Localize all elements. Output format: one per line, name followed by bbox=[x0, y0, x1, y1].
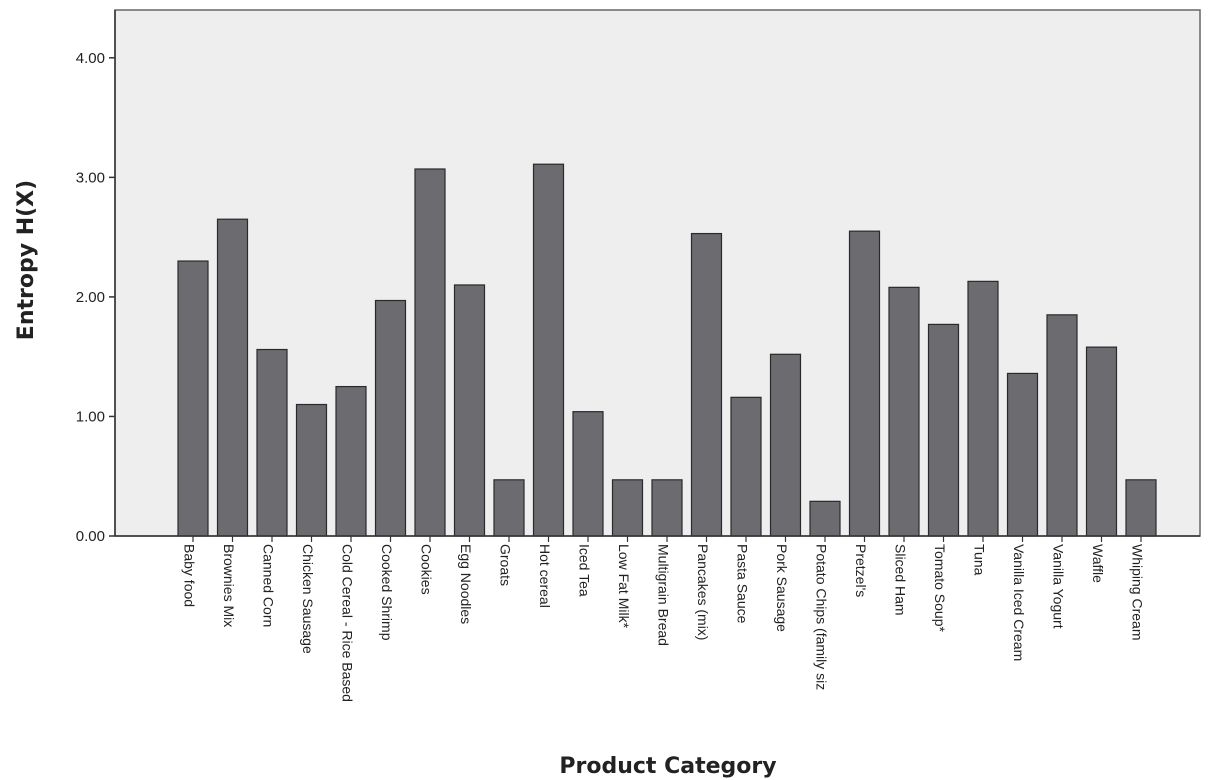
bar bbox=[967, 280, 999, 537]
bar bbox=[1085, 346, 1118, 537]
bar bbox=[1046, 314, 1078, 537]
x-category-label: Brownies Mix bbox=[221, 544, 237, 627]
x-category-label: Tuna bbox=[971, 544, 987, 576]
bar bbox=[216, 218, 249, 537]
bar bbox=[335, 385, 367, 537]
bar bbox=[414, 168, 446, 537]
x-category-label: Pasta Sauce bbox=[734, 544, 750, 624]
y-axis: 0.00 1.00 2.00 3.00 4.00 bbox=[76, 10, 116, 545]
x-category-label: Tomato Soup* bbox=[932, 544, 948, 632]
bar bbox=[730, 396, 762, 537]
x-category-label: Vanilla Iced Cream bbox=[1011, 544, 1027, 661]
x-category-label: Chicken Sausage bbox=[300, 544, 316, 654]
x-axis-title: Product Category bbox=[559, 754, 776, 779]
bar bbox=[493, 479, 525, 537]
bar bbox=[1006, 372, 1039, 537]
bar bbox=[453, 284, 486, 537]
bar bbox=[651, 479, 683, 537]
x-category-label: Whiping Cream bbox=[1129, 544, 1145, 640]
x-category-label: Baby food bbox=[181, 544, 197, 607]
bar bbox=[374, 299, 407, 537]
bar bbox=[769, 353, 802, 537]
bars-group bbox=[177, 163, 1157, 537]
x-axis: Baby food Brownies Mix Canned Corn Chicken … bbox=[115, 535, 1200, 702]
x-category-label: Waffle bbox=[1090, 544, 1106, 583]
x-category-label: Canned Corn bbox=[260, 544, 276, 627]
x-category-label: Pretzel's bbox=[853, 544, 869, 597]
bar bbox=[690, 232, 723, 537]
x-category-label: Egg Noodles bbox=[458, 544, 474, 624]
bar bbox=[809, 500, 841, 537]
x-category-label: Hot cereal bbox=[537, 544, 553, 608]
x-category-label: Multigrain Bread bbox=[655, 544, 671, 646]
y-tick-label: 0.00 bbox=[76, 528, 105, 545]
x-category-label: Iced Tea bbox=[576, 544, 592, 597]
bar bbox=[888, 286, 920, 537]
y-axis-title: Entropy H(X) bbox=[14, 180, 39, 340]
x-category-label: Pork Sausage bbox=[774, 544, 790, 632]
x-category-label: Potato Chips (family siz bbox=[813, 544, 829, 690]
bar bbox=[177, 260, 209, 537]
y-tick-label: 1.00 bbox=[76, 408, 105, 425]
x-category-label: Vanilla Yogurt bbox=[1050, 544, 1066, 629]
x-category-label: Groats bbox=[497, 544, 513, 586]
y-tick-label: 2.00 bbox=[76, 289, 105, 306]
bar bbox=[295, 403, 328, 537]
y-tick-label: 3.00 bbox=[76, 169, 105, 186]
bar bbox=[848, 230, 881, 537]
y-tick-label: 4.00 bbox=[76, 50, 105, 67]
x-category-label: Cold Cereal - Rice Based bbox=[339, 544, 355, 702]
x-category-label: Low Fat Milk* bbox=[616, 544, 632, 629]
bar bbox=[256, 348, 288, 537]
x-category-label: Cooked Shrimp bbox=[379, 544, 395, 641]
x-category-label: Sliced Ham bbox=[892, 544, 908, 616]
bar bbox=[532, 163, 565, 537]
x-category-label: Cookies bbox=[418, 544, 434, 595]
bar bbox=[611, 479, 644, 537]
bar bbox=[1125, 479, 1157, 537]
bar bbox=[572, 411, 604, 537]
x-category-label: Pancakes (mix) bbox=[695, 544, 711, 640]
bar bbox=[927, 323, 960, 537]
